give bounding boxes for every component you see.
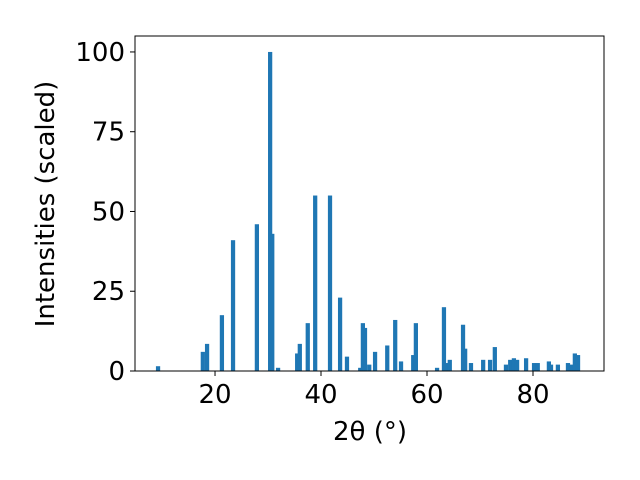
bar bbox=[514, 359, 520, 371]
y-tick-label: 50 bbox=[92, 197, 125, 227]
bar bbox=[460, 324, 466, 371]
y-axis-label: Intensities (scaled) bbox=[31, 81, 61, 328]
bar bbox=[297, 343, 302, 371]
bar bbox=[413, 323, 418, 371]
x-tick-label: 20 bbox=[198, 380, 231, 410]
bar bbox=[447, 359, 452, 371]
bar bbox=[398, 361, 404, 371]
bar bbox=[445, 363, 450, 371]
bar bbox=[572, 353, 577, 371]
bar bbox=[344, 356, 350, 371]
bar bbox=[295, 353, 300, 371]
bar bbox=[548, 364, 554, 371]
bar bbox=[200, 351, 205, 371]
bar bbox=[313, 195, 318, 371]
bar bbox=[463, 348, 468, 371]
bar bbox=[535, 363, 540, 371]
y-tick-label: 25 bbox=[92, 277, 125, 307]
bar bbox=[155, 366, 161, 371]
bar bbox=[481, 359, 486, 371]
bar bbox=[492, 347, 497, 371]
bar bbox=[254, 224, 260, 371]
bar bbox=[523, 358, 529, 371]
bar bbox=[508, 359, 513, 371]
bar bbox=[434, 367, 440, 371]
bar bbox=[270, 233, 275, 371]
bar bbox=[468, 363, 474, 371]
bar bbox=[555, 364, 561, 371]
bar bbox=[411, 355, 416, 371]
bar bbox=[441, 307, 447, 371]
x-axis-label: 2θ (°) bbox=[333, 417, 407, 447]
bar bbox=[531, 363, 537, 371]
bar bbox=[393, 319, 398, 371]
bar bbox=[219, 315, 225, 371]
y-tick-label: 0 bbox=[108, 357, 125, 387]
bar bbox=[327, 195, 333, 371]
bar bbox=[337, 297, 343, 371]
bar bbox=[385, 345, 390, 371]
bar bbox=[575, 355, 581, 371]
bar bbox=[358, 367, 363, 371]
x-tick-label: 80 bbox=[516, 380, 549, 410]
bar bbox=[268, 51, 273, 371]
bar bbox=[569, 364, 574, 371]
bar bbox=[487, 359, 493, 371]
bar bbox=[275, 367, 281, 371]
bar bbox=[230, 240, 236, 371]
bar bbox=[565, 363, 571, 371]
y-tick-label: 100 bbox=[75, 38, 125, 68]
bar bbox=[204, 343, 210, 371]
bar bbox=[372, 351, 378, 371]
bar bbox=[503, 364, 509, 371]
bar bbox=[362, 327, 368, 371]
bar bbox=[367, 364, 372, 371]
bar bbox=[305, 323, 310, 371]
x-tick-label: 40 bbox=[304, 380, 337, 410]
x-tick-label: 60 bbox=[410, 380, 443, 410]
plot-frame bbox=[134, 35, 605, 372]
bar bbox=[511, 358, 517, 371]
y-tick-label: 75 bbox=[92, 118, 125, 148]
